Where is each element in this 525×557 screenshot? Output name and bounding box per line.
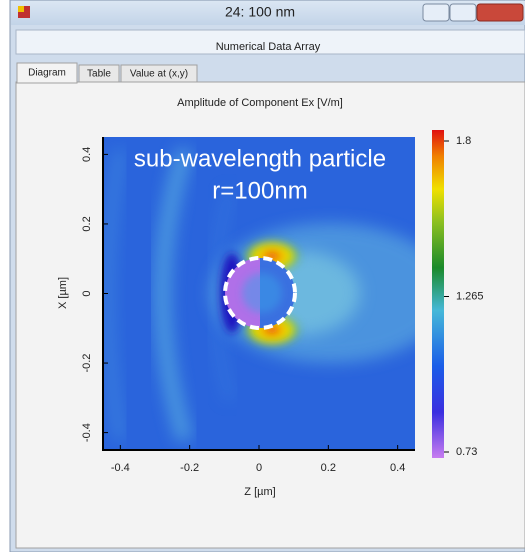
y-tick-label: 0.4 [81,147,93,162]
field-fringe [210,188,235,402]
y-tick-label: -0.4 [81,423,93,442]
x-tick-label: 0.4 [390,462,405,474]
field-fringe [154,147,193,443]
colorbar-tick-label: 1.8 [456,135,471,147]
tab[interactable] [120,64,198,83]
minimize-button[interactable] [422,3,450,22]
particle-outline [223,256,297,330]
chart-title: Amplitude of Component Ex [V/m] [177,97,343,109]
tab-label: Table [87,69,111,80]
y-tick-label: 0 [81,290,93,296]
colorbar-tick-label: 0.73 [456,446,477,458]
field-interior [242,273,282,313]
y-axis-label: X [µm] [57,277,69,309]
colorbar-tick-label: 1.265 [456,290,484,302]
y-tick-label: 0.2 [81,216,93,231]
tab-label: Diagram [28,68,66,79]
subtitle-bar [15,29,525,55]
x-axis-label: Z [µm] [244,486,275,498]
subtitle: Numerical Data Array [216,41,321,53]
heatmap [103,137,415,450]
x-tick-label: 0 [256,462,262,474]
close-button[interactable] [476,3,524,22]
x-tick-label: 0.2 [321,462,336,474]
colorbar [432,130,444,458]
maximize-button[interactable] [449,3,477,22]
annotation: sub-wavelength particle [134,145,386,172]
tab-label: Value at (x,y) [130,69,188,80]
y-tick-label: -0.2 [81,354,93,373]
annotation: r=100nm [212,177,307,204]
app-icon-part [18,6,24,12]
x-tick-label: -0.4 [111,462,130,474]
tab-active[interactable] [16,62,78,84]
x-tick-label: -0.2 [180,462,199,474]
tab[interactable] [78,64,120,83]
window-title: 24: 100 nm [225,4,295,20]
